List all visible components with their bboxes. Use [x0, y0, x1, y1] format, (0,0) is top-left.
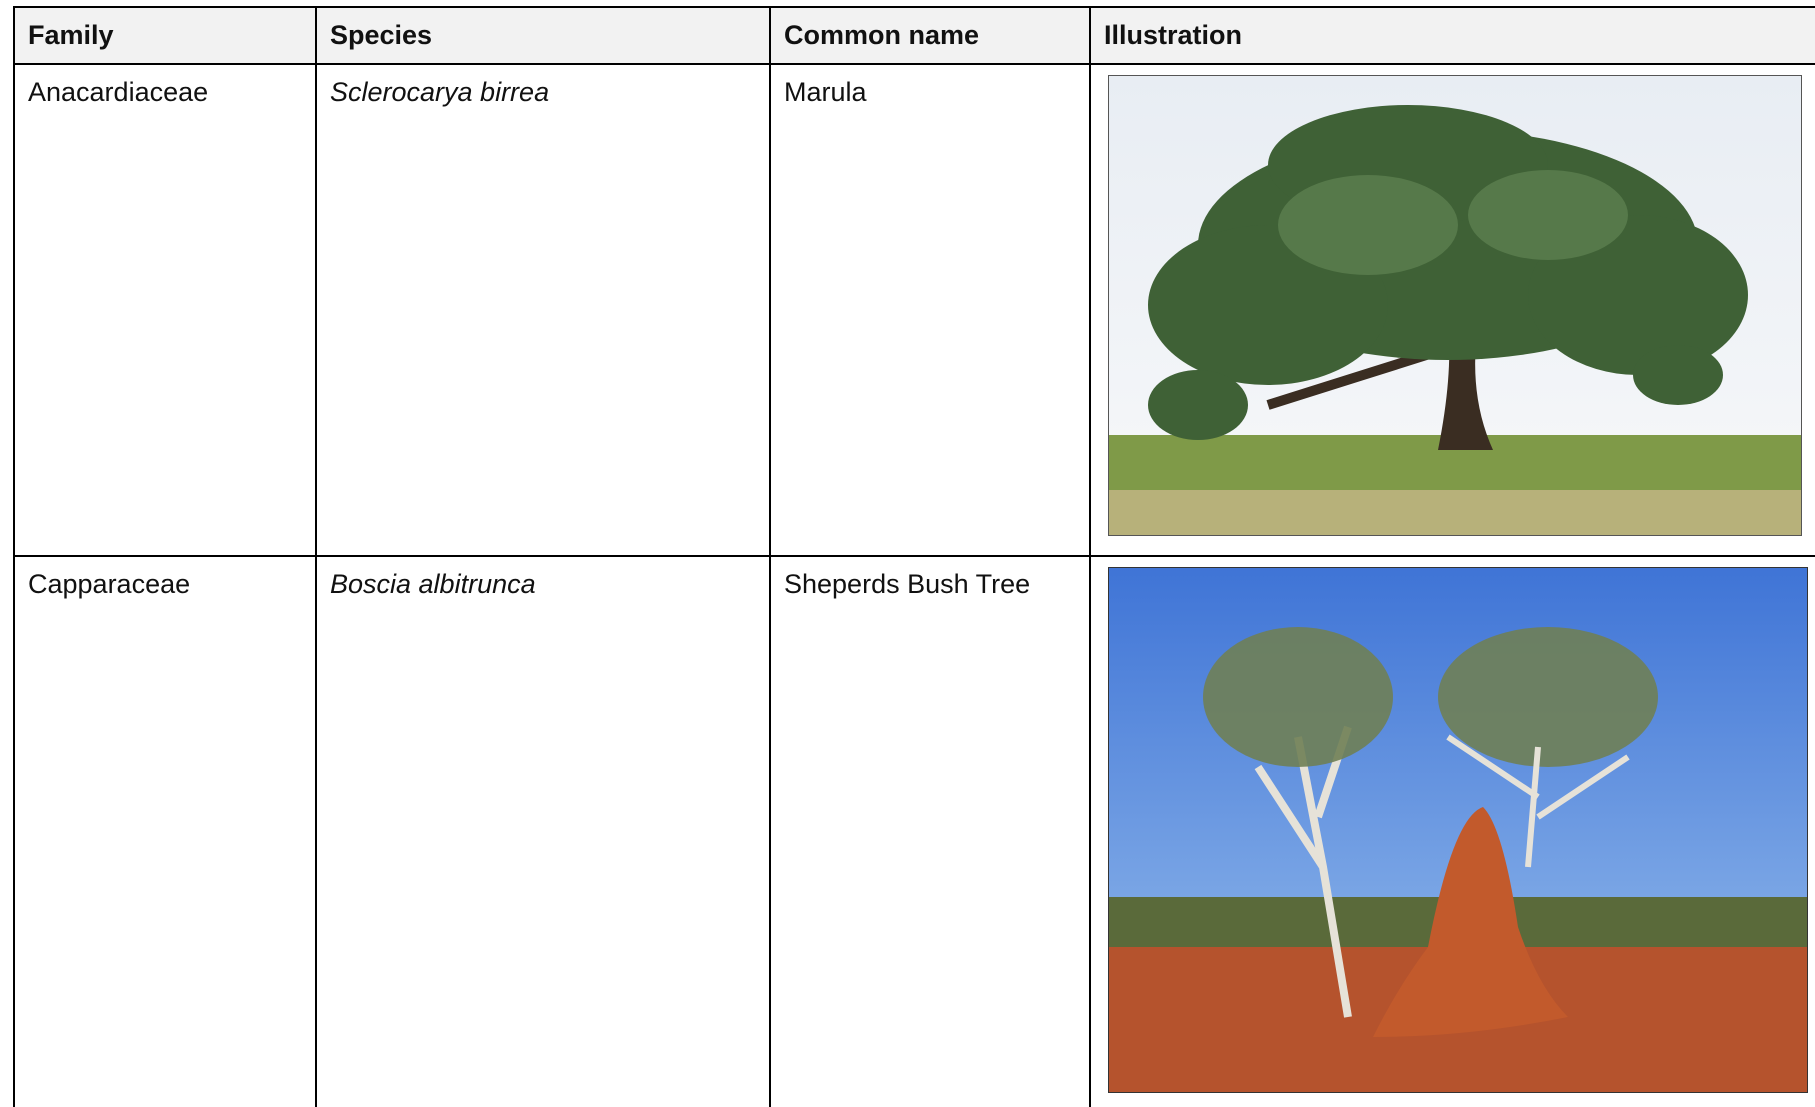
header-cell: Species: [330, 20, 433, 50]
family: Anacardiaceae: [28, 77, 209, 107]
illustration: [1108, 75, 1802, 536]
common-name: Marula: [784, 77, 867, 107]
rule: [315, 6, 317, 1107]
rule: [769, 6, 771, 1107]
species: Sclerocarya birrea: [330, 77, 550, 107]
rule: [1089, 6, 1091, 1107]
illustration: [1108, 567, 1808, 1093]
header-cell: Family: [28, 20, 114, 50]
rule: [14, 6, 1815, 8]
header-cell: Illustration: [1104, 20, 1243, 50]
family: Capparaceae: [28, 569, 191, 599]
header-cell: Common name: [784, 20, 980, 50]
rule: [14, 555, 1815, 557]
rule: [14, 63, 1815, 65]
rule: [13, 6, 15, 1107]
species: Boscia albitrunca: [330, 569, 536, 599]
common-name: Sheperds Bush Tree: [784, 569, 1031, 599]
